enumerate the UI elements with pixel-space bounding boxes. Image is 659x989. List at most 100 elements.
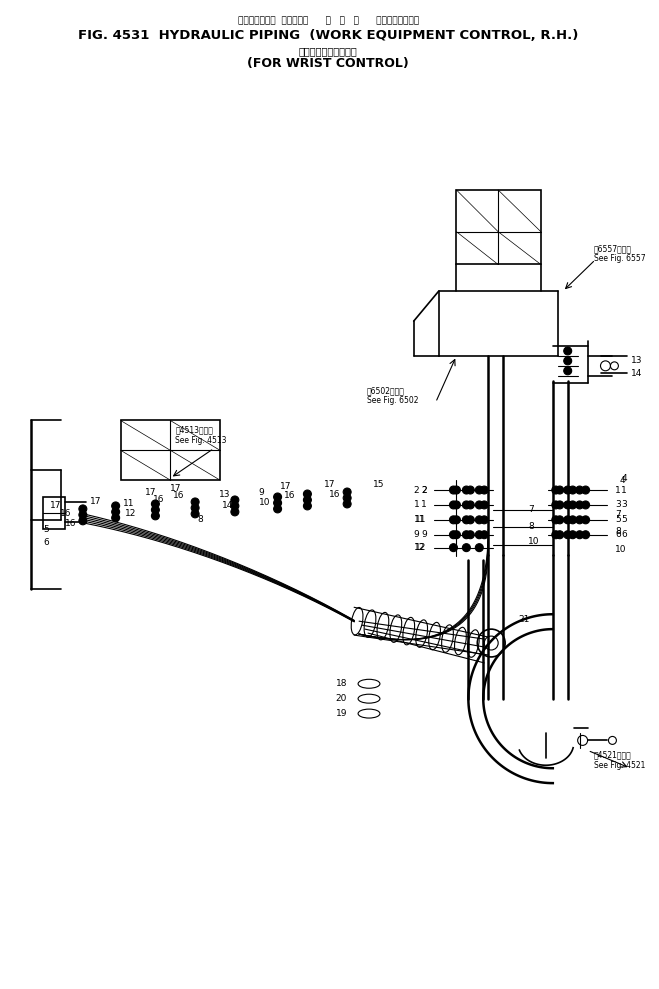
Text: 7: 7 [528,505,534,514]
Circle shape [453,486,461,494]
Text: 6: 6 [43,538,49,547]
Circle shape [475,544,483,552]
Text: 12: 12 [125,509,136,518]
Text: 11: 11 [415,515,426,524]
Circle shape [303,502,312,510]
Circle shape [449,531,457,539]
Circle shape [453,516,461,524]
Circle shape [111,502,120,510]
Circle shape [576,486,584,494]
Circle shape [563,347,572,355]
Text: 14: 14 [631,369,643,378]
Circle shape [231,496,239,504]
Bar [121,420,220,480]
Circle shape [467,531,474,539]
Circle shape [563,531,572,539]
Circle shape [343,494,351,502]
Circle shape [552,486,559,494]
Circle shape [576,516,584,524]
Circle shape [552,531,559,539]
Circle shape [273,505,281,513]
Text: 第4521図参照
See Fig. 4521: 第4521図参照 See Fig. 4521 [594,751,645,770]
Circle shape [582,486,590,494]
Circle shape [152,512,159,520]
Circle shape [449,486,457,494]
Text: 8: 8 [197,515,203,524]
Text: 1: 1 [616,486,621,494]
Text: 17: 17 [50,501,62,510]
Circle shape [463,531,471,539]
Circle shape [480,501,488,509]
Circle shape [231,508,239,516]
Circle shape [303,490,312,498]
Circle shape [152,506,159,514]
Circle shape [480,486,488,494]
Circle shape [556,531,563,539]
Text: 2: 2 [421,486,426,494]
Circle shape [79,511,87,519]
Text: 16: 16 [284,492,295,500]
Text: 17: 17 [90,497,101,506]
Circle shape [79,505,87,513]
Text: 9: 9 [414,530,420,539]
Circle shape [569,531,577,539]
Circle shape [343,500,351,508]
Text: 5: 5 [616,515,621,524]
Circle shape [467,486,474,494]
Circle shape [463,486,471,494]
Circle shape [453,531,461,539]
Circle shape [480,516,488,524]
Circle shape [563,501,572,509]
Bar [457,190,541,264]
Text: 8: 8 [528,522,534,531]
Circle shape [191,498,199,506]
Text: 1: 1 [414,500,420,509]
Text: 13: 13 [219,491,231,499]
Circle shape [449,544,457,552]
Circle shape [556,516,563,524]
Circle shape [552,501,559,509]
Circle shape [449,501,457,509]
Text: 2: 2 [421,486,426,494]
Circle shape [475,531,483,539]
Circle shape [563,357,572,365]
Circle shape [303,496,312,504]
Text: 6: 6 [616,530,621,539]
Text: 16: 16 [153,495,164,504]
Circle shape [552,516,559,524]
Circle shape [111,508,120,516]
Text: 9: 9 [421,530,426,539]
Circle shape [576,501,584,509]
Text: 1: 1 [621,486,627,494]
Circle shape [231,502,239,510]
Text: (FOR WRIST CONTROL): (FOR WRIST CONTROL) [247,57,409,70]
Text: 19: 19 [335,709,347,718]
Text: 14: 14 [222,501,233,510]
Text: 7: 7 [192,505,198,514]
Circle shape [582,516,590,524]
Bar [43,497,65,529]
Circle shape [191,504,199,512]
Text: 3: 3 [621,500,627,509]
Text: 20: 20 [336,694,347,703]
Text: 5: 5 [43,525,49,534]
Circle shape [569,486,577,494]
Circle shape [463,516,471,524]
Circle shape [563,367,572,375]
Text: 17: 17 [145,488,156,496]
Circle shape [463,501,471,509]
Text: 10: 10 [259,498,270,507]
Text: 10: 10 [616,545,627,554]
Text: 18: 18 [335,679,347,688]
Text: 11: 11 [123,499,134,508]
Text: 16: 16 [328,490,340,498]
Circle shape [475,516,483,524]
Text: 16: 16 [65,519,76,528]
Circle shape [453,501,461,509]
Text: 17: 17 [280,482,291,491]
Text: 16: 16 [60,509,72,518]
Text: 12: 12 [414,543,425,552]
Text: 3: 3 [616,500,621,509]
Text: 7: 7 [616,510,621,519]
Circle shape [569,516,577,524]
